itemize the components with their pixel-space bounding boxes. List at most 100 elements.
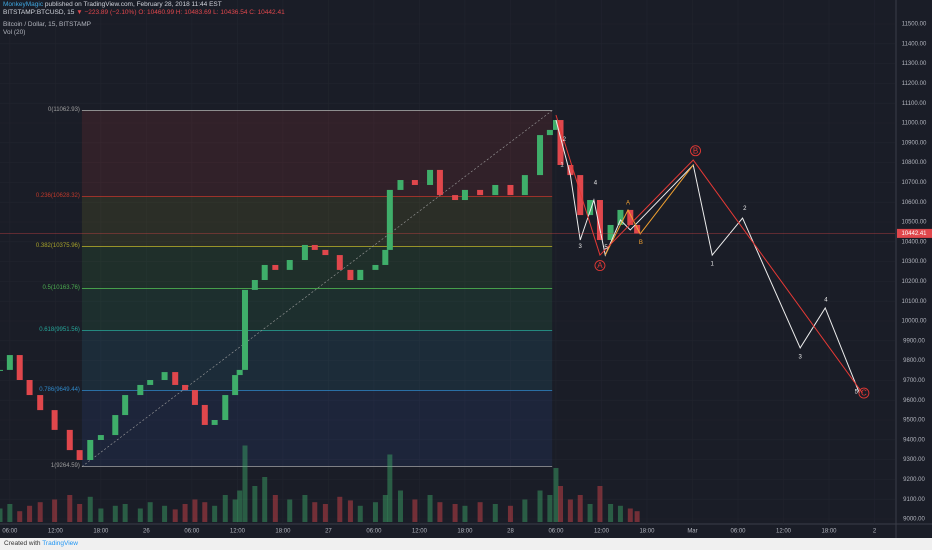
volume-bar (87, 496, 93, 522)
volume-bar (387, 454, 393, 522)
candle-body (172, 372, 179, 385)
volume-bar (587, 504, 593, 522)
candle-body (112, 415, 119, 436)
ohlc: O: 10460.99 H: 10483.69 L: 10436.54 C: 1… (138, 9, 285, 16)
x-tick-label: 18:00 (457, 529, 473, 535)
candle-body (477, 189, 484, 196)
candle-body (347, 269, 354, 281)
volume-bar (0, 508, 3, 522)
x-tick-label: 12:00 (776, 529, 792, 535)
candle-body (427, 169, 434, 185)
volume-bar (462, 505, 468, 522)
volume-bar (553, 468, 559, 522)
volume-bar (17, 511, 23, 522)
candle-body (147, 380, 154, 385)
candle-body (596, 200, 603, 241)
wave-circle (690, 145, 701, 157)
x-tick-label: 06:00 (548, 529, 564, 535)
fib-label: 0.236(10628.32) (36, 193, 80, 199)
symbol: BITSTAMP:BTCUSD, 15 (3, 9, 75, 16)
candle-body (436, 169, 443, 196)
volume-bar (272, 495, 278, 522)
wave-label: C (861, 389, 867, 398)
volume-bar (427, 495, 433, 522)
candle-body (232, 375, 239, 396)
last-price-box (897, 228, 932, 238)
candle-body (552, 120, 559, 130)
wave-label: A (626, 200, 630, 206)
volume-bar (608, 504, 614, 522)
volume-bar (172, 509, 178, 522)
candle-body (521, 175, 528, 196)
brand[interactable]: TradingView (42, 540, 78, 547)
x-tick-label: 12:00 (48, 529, 64, 535)
last-price-label: 10442.41 (901, 231, 927, 237)
candle-body (336, 255, 343, 270)
volume-bar (627, 508, 633, 522)
volume-bar (252, 486, 258, 522)
y-tick-label: 9800.00 (903, 358, 925, 364)
y-tick-label: 9900.00 (903, 338, 925, 344)
volume-bar (312, 502, 318, 522)
x-tick-label: 27 (325, 529, 332, 535)
candle-body (301, 244, 308, 261)
author[interactable]: MonkeyMagic (3, 1, 44, 8)
y-tick-label: 11200.00 (902, 81, 927, 87)
candle-body (161, 372, 168, 381)
wave-label: 5 (604, 245, 608, 251)
candle-body (461, 189, 468, 201)
chart: 11500.00 11400.00 11300.00 11200.00 11100.00… (0, 0, 932, 538)
candle-body (66, 429, 73, 451)
candle-body (261, 264, 268, 281)
volume-bar (537, 490, 543, 522)
volume-bar (242, 445, 248, 522)
y-tick-label: 10300.00 (901, 259, 927, 265)
candle-body (617, 209, 624, 225)
volume-bar (412, 499, 418, 522)
volume-bar (147, 502, 153, 522)
footer: Created with TradingView (0, 538, 932, 550)
fib-label: 0.618(9951.56) (39, 327, 80, 333)
candle-body (16, 355, 23, 381)
volume-bar (67, 495, 73, 522)
volume-bar (182, 504, 188, 522)
wave-label: 3 (579, 244, 583, 250)
wave-label: 2 (563, 137, 567, 143)
candle-body (76, 450, 83, 460)
volume-bar (27, 505, 33, 522)
wave-label: 1 (711, 262, 715, 268)
volume-bar (477, 502, 483, 522)
projection-line (604, 164, 694, 256)
candle-body (272, 264, 279, 270)
x-tick-label: 26 (143, 529, 150, 535)
volume-bar (437, 502, 443, 522)
wave-label: 4 (594, 180, 598, 186)
y-tick-label: 9400.00 (903, 437, 925, 443)
volume-bar (112, 505, 118, 522)
volume-bar (322, 504, 328, 522)
fib-label: 0.786(9649.44) (39, 387, 80, 393)
candle-body (87, 439, 94, 460)
candle-body (382, 249, 389, 265)
y-tick-label: 10000.00 (901, 319, 927, 325)
y-tick-label: 10600.00 (901, 200, 927, 206)
y-tick-label: 11400.00 (902, 41, 927, 47)
y-tick-label: 10700.00 (901, 180, 927, 186)
y-tick-label: 9100.00 (903, 497, 925, 503)
chart-background (0, 0, 932, 538)
y-tick-label: 10500.00 (901, 220, 927, 226)
x-tick-label: 12:00 (412, 529, 428, 535)
x-tick-label: 12:00 (594, 529, 610, 535)
volume-bar (347, 500, 353, 522)
volume-bar (547, 495, 553, 522)
candle-body (37, 395, 44, 411)
y-tick-label: 10800.00 (901, 160, 927, 166)
fib-label: 0.5(10163.76) (43, 285, 80, 291)
y-tick-label: 11500.00 (902, 22, 927, 28)
candle-body (397, 180, 404, 190)
fib-label: 0(11062.93) (48, 107, 80, 113)
y-tick-label: 9300.00 (903, 457, 925, 463)
volume-bar (37, 502, 43, 522)
x-tick-label: Mar (687, 529, 697, 535)
volume-bar (7, 504, 13, 522)
